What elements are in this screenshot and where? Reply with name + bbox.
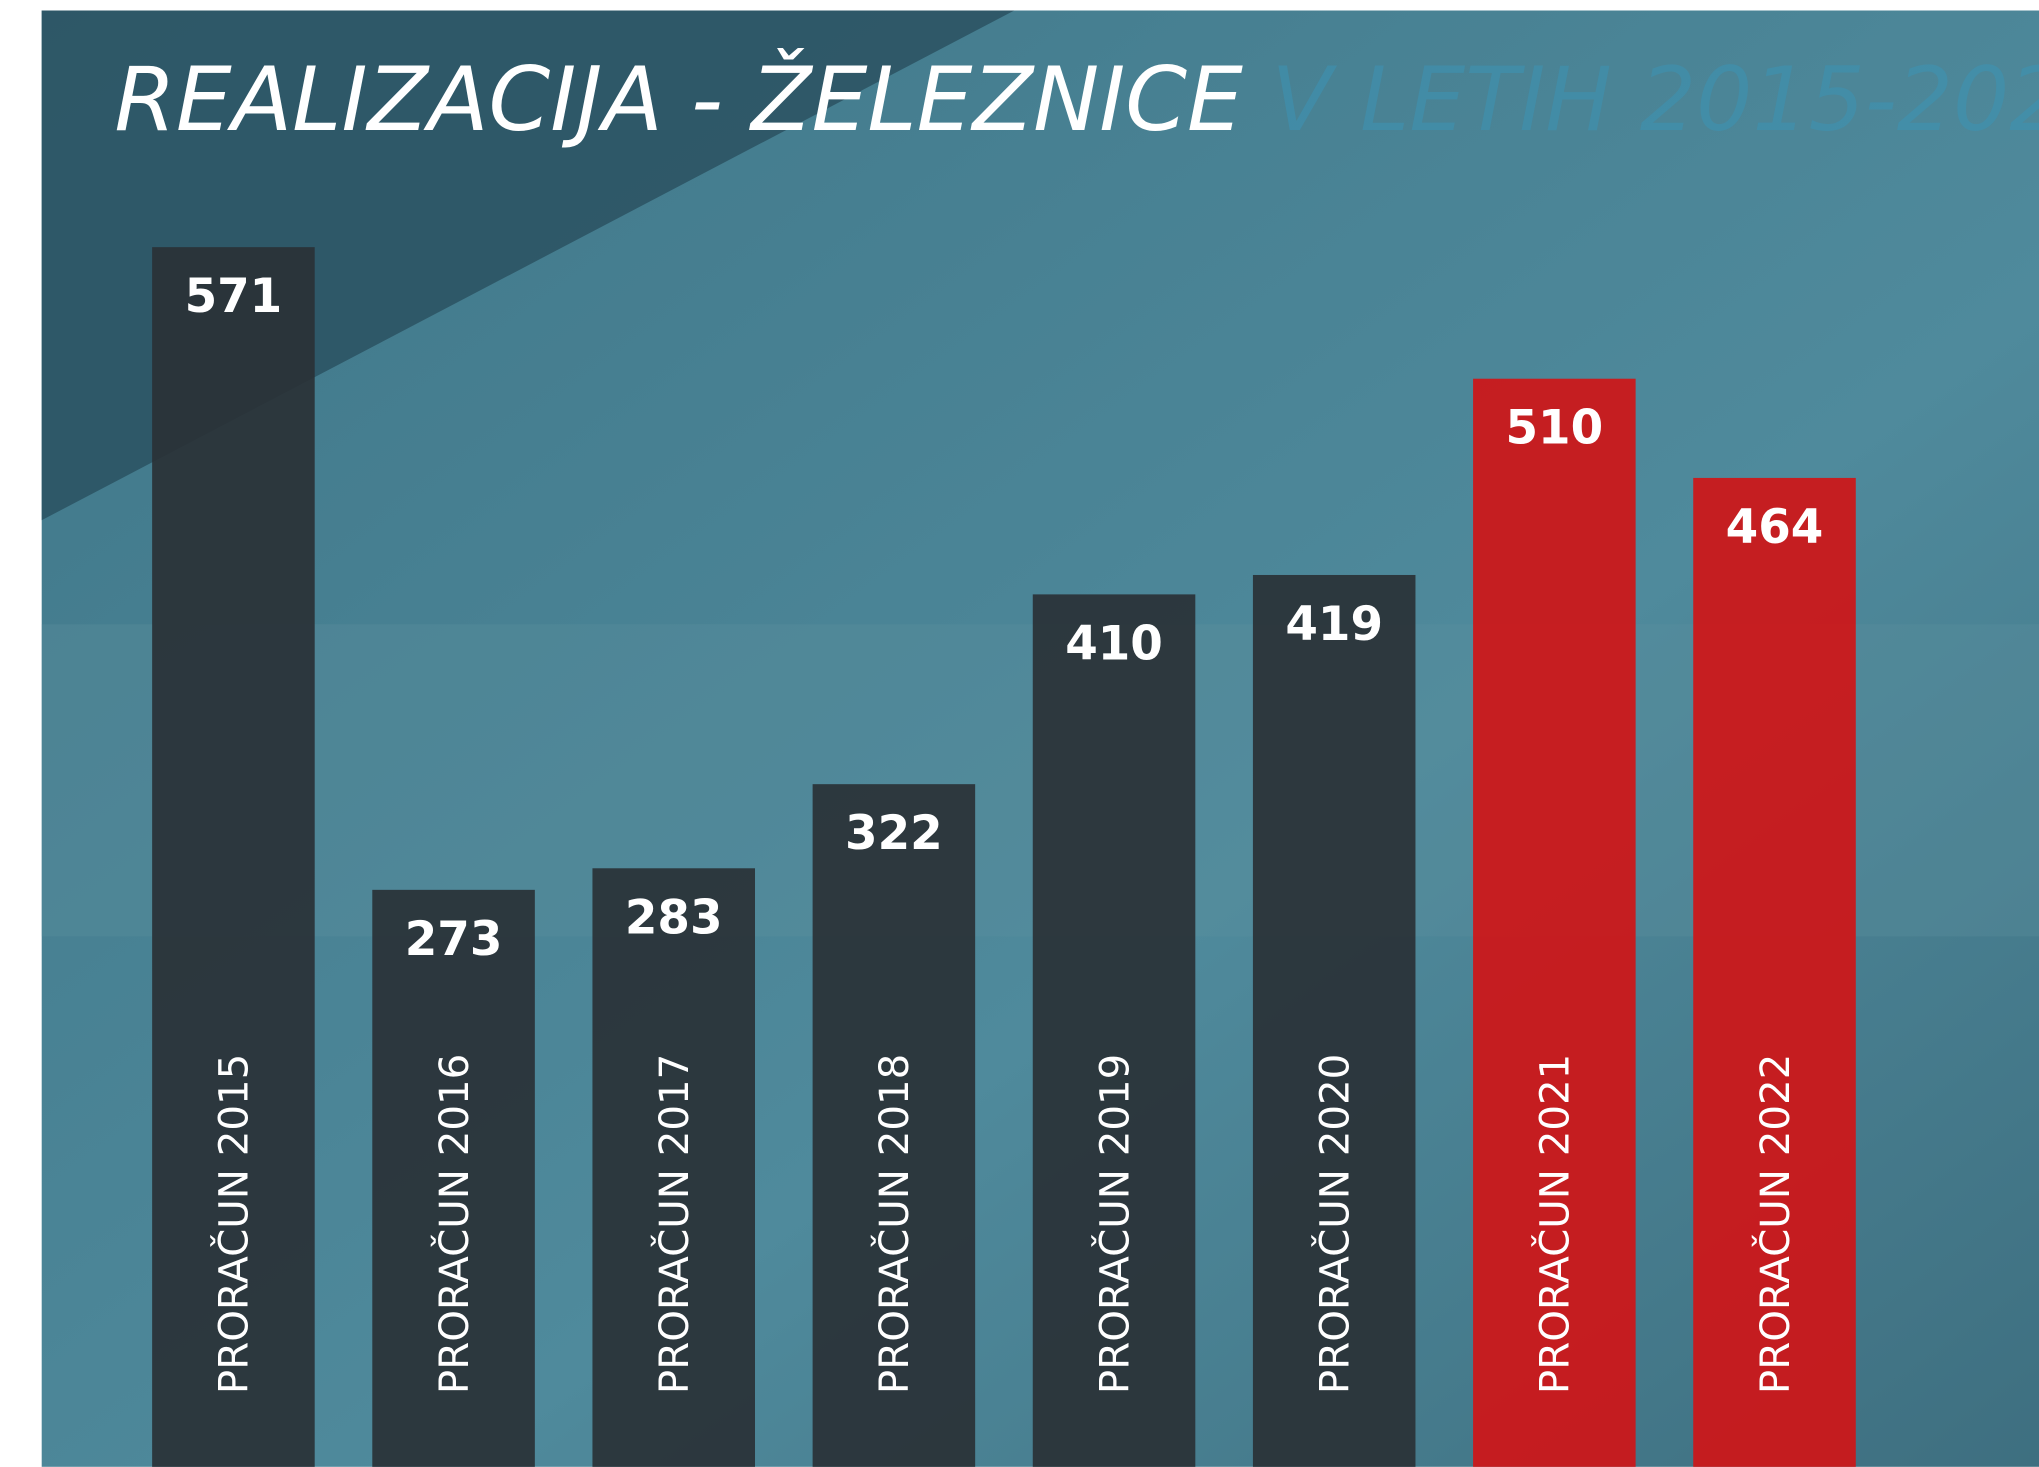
value-label: 410	[1065, 617, 1163, 671]
value-label: 571	[185, 270, 283, 324]
category-label: PRORAČUN 2020	[1310, 1054, 1358, 1394]
category-label: PRORAČUN 2017	[650, 1054, 698, 1394]
bar	[152, 247, 315, 1467]
category-label: PRORAČUN 2021	[1531, 1054, 1579, 1394]
chart-title-group: REALIZACIJA - ŽELEZNICE V LETIH 2015-2020	[114, 47, 2039, 151]
category-label: PRORAČUN 2019	[1090, 1054, 1138, 1394]
chart-title: REALIZACIJA - ŽELEZNICE	[114, 47, 1243, 151]
category-label: PRORAČUN 2015	[210, 1054, 258, 1394]
value-label: 464	[1726, 501, 1824, 555]
category-label: PRORAČUN 2022	[1751, 1054, 1799, 1394]
value-label: 322	[845, 807, 943, 861]
bar	[812, 784, 976, 1467]
bar	[1252, 574, 1416, 1467]
category-label: PRORAČUN 2016	[430, 1054, 478, 1394]
value-label: 273	[405, 913, 503, 967]
bar	[592, 868, 756, 1467]
chart-subtitle: V LETIH 2015-2020	[1272, 48, 2039, 151]
bar	[372, 889, 535, 1467]
value-label: 510	[1506, 402, 1604, 456]
value-label: 419	[1285, 598, 1383, 652]
category-label: PRORAČUN 2018	[870, 1054, 918, 1394]
bar	[1032, 594, 1196, 1467]
value-label: 283	[625, 891, 723, 945]
bar	[1693, 477, 1856, 1467]
bar	[1473, 378, 1636, 1467]
